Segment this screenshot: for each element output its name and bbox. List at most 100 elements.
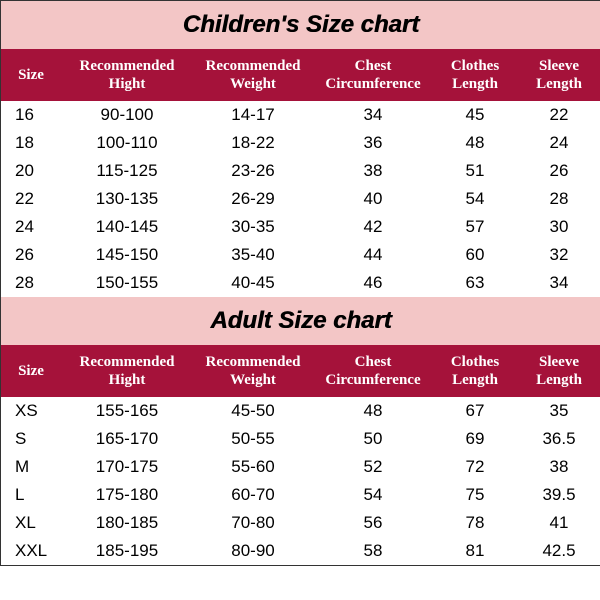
table-row: 20115-12523-26385126 bbox=[1, 157, 600, 185]
table-cell: 60-70 bbox=[193, 481, 313, 509]
table-cell: 185-195 bbox=[61, 537, 193, 565]
table-cell: 32 bbox=[517, 241, 600, 269]
table-cell: XL bbox=[1, 509, 61, 537]
col-chest-header: Chest Circumference bbox=[313, 345, 433, 397]
table-cell: 140-145 bbox=[61, 213, 193, 241]
table-cell: XXL bbox=[1, 537, 61, 565]
table-cell: 16 bbox=[1, 101, 61, 129]
table-cell: 170-175 bbox=[61, 453, 193, 481]
table-cell: 26-29 bbox=[193, 185, 313, 213]
col-rec-height-header: Recommended Hight bbox=[61, 49, 193, 101]
table-cell: 20 bbox=[1, 157, 61, 185]
children-title: Children's Size chart bbox=[1, 1, 600, 49]
table-cell: 180-185 bbox=[61, 509, 193, 537]
table-cell: 115-125 bbox=[61, 157, 193, 185]
table-row: S165-17050-55506936.5 bbox=[1, 425, 600, 453]
children-table: Size Recommended Hight Recommended Weigh… bbox=[1, 49, 600, 297]
children-table-body: 1690-10014-1734452218100-11018-223648242… bbox=[1, 101, 600, 297]
table-cell: 18-22 bbox=[193, 129, 313, 157]
table-cell: L bbox=[1, 481, 61, 509]
table-cell: 75 bbox=[433, 481, 517, 509]
adult-table-head: Size Recommended Hight Recommended Weigh… bbox=[1, 345, 600, 397]
table-cell: 56 bbox=[313, 509, 433, 537]
table-cell: 55-60 bbox=[193, 453, 313, 481]
col-chest-header: Chest Circumference bbox=[313, 49, 433, 101]
table-cell: 39.5 bbox=[517, 481, 600, 509]
table-cell: 57 bbox=[433, 213, 517, 241]
children-table-head: Size Recommended Hight Recommended Weigh… bbox=[1, 49, 600, 101]
table-cell: 24 bbox=[1, 213, 61, 241]
adult-title: Adult Size chart bbox=[1, 297, 600, 345]
col-size-header: Size bbox=[1, 49, 61, 101]
table-row: XL180-18570-80567841 bbox=[1, 509, 600, 537]
table-cell: 23-26 bbox=[193, 157, 313, 185]
table-cell: 90-100 bbox=[61, 101, 193, 129]
table-cell: 38 bbox=[313, 157, 433, 185]
table-cell: 14-17 bbox=[193, 101, 313, 129]
table-row: L175-18060-70547539.5 bbox=[1, 481, 600, 509]
table-cell: 58 bbox=[313, 537, 433, 565]
size-chart-container: Children's Size chart Size Recommended H… bbox=[0, 0, 600, 566]
table-cell: 60 bbox=[433, 241, 517, 269]
table-cell: M bbox=[1, 453, 61, 481]
table-row: 24140-14530-35425730 bbox=[1, 213, 600, 241]
adult-table: Size Recommended Hight Recommended Weigh… bbox=[1, 345, 600, 565]
table-row: 26145-15035-40446032 bbox=[1, 241, 600, 269]
table-row: 1690-10014-17344522 bbox=[1, 101, 600, 129]
col-rec-height-header: Recommended Hight bbox=[61, 345, 193, 397]
table-cell: 30 bbox=[517, 213, 600, 241]
col-sleeve-len-header: Sleeve Length bbox=[517, 345, 600, 397]
table-cell: 48 bbox=[313, 397, 433, 425]
table-cell: 26 bbox=[1, 241, 61, 269]
table-cell: 81 bbox=[433, 537, 517, 565]
table-row: 18100-11018-22364824 bbox=[1, 129, 600, 157]
col-sleeve-len-header: Sleeve Length bbox=[517, 49, 600, 101]
table-cell: 67 bbox=[433, 397, 517, 425]
table-cell: 50 bbox=[313, 425, 433, 453]
table-cell: 165-170 bbox=[61, 425, 193, 453]
adult-table-body: XS155-16545-50486735S165-17050-55506936.… bbox=[1, 397, 600, 565]
table-cell: 34 bbox=[313, 101, 433, 129]
table-cell: 150-155 bbox=[61, 269, 193, 297]
table-cell: 80-90 bbox=[193, 537, 313, 565]
table-cell: 130-135 bbox=[61, 185, 193, 213]
table-cell: 63 bbox=[433, 269, 517, 297]
table-cell: 145-150 bbox=[61, 241, 193, 269]
table-cell: 45 bbox=[433, 101, 517, 129]
table-cell: XS bbox=[1, 397, 61, 425]
table-cell: 100-110 bbox=[61, 129, 193, 157]
table-cell: 34 bbox=[517, 269, 600, 297]
table-row: XS155-16545-50486735 bbox=[1, 397, 600, 425]
table-cell: 70-80 bbox=[193, 509, 313, 537]
table-row: XXL185-19580-90588142.5 bbox=[1, 537, 600, 565]
col-rec-weight-header: Recommended Weight bbox=[193, 345, 313, 397]
table-cell: 45-50 bbox=[193, 397, 313, 425]
table-cell: 50-55 bbox=[193, 425, 313, 453]
table-cell: 69 bbox=[433, 425, 517, 453]
table-cell: 44 bbox=[313, 241, 433, 269]
table-cell: 42 bbox=[313, 213, 433, 241]
table-cell: 36.5 bbox=[517, 425, 600, 453]
table-cell: 22 bbox=[1, 185, 61, 213]
table-cell: 38 bbox=[517, 453, 600, 481]
table-cell: 30-35 bbox=[193, 213, 313, 241]
table-cell: 155-165 bbox=[61, 397, 193, 425]
table-cell: 28 bbox=[1, 269, 61, 297]
table-cell: 28 bbox=[517, 185, 600, 213]
table-row: 28150-15540-45466334 bbox=[1, 269, 600, 297]
col-clothes-len-header: Clothes Length bbox=[433, 345, 517, 397]
table-cell: 41 bbox=[517, 509, 600, 537]
table-cell: 54 bbox=[433, 185, 517, 213]
col-rec-weight-header: Recommended Weight bbox=[193, 49, 313, 101]
table-cell: 18 bbox=[1, 129, 61, 157]
col-clothes-len-header: Clothes Length bbox=[433, 49, 517, 101]
table-cell: 36 bbox=[313, 129, 433, 157]
table-cell: 72 bbox=[433, 453, 517, 481]
table-cell: 52 bbox=[313, 453, 433, 481]
table-cell: 24 bbox=[517, 129, 600, 157]
table-cell: 35-40 bbox=[193, 241, 313, 269]
table-cell: 78 bbox=[433, 509, 517, 537]
table-cell: 51 bbox=[433, 157, 517, 185]
table-cell: 46 bbox=[313, 269, 433, 297]
col-size-header: Size bbox=[1, 345, 61, 397]
